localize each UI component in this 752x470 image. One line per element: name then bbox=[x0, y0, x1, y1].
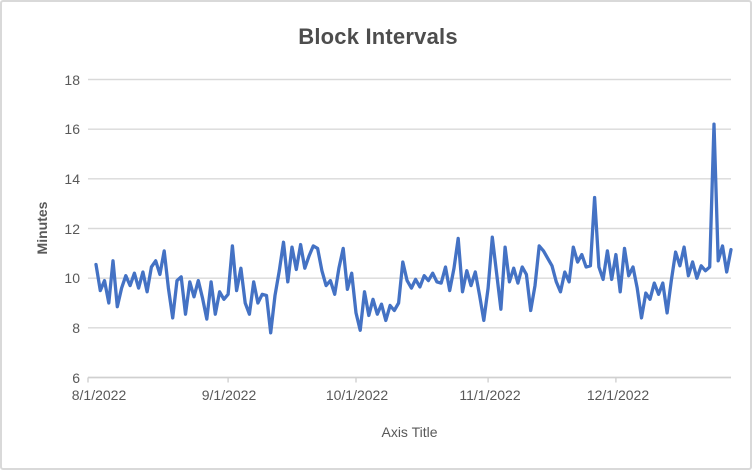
x-tick-label-sep: 9/1/2022 bbox=[201, 387, 257, 403]
series-line bbox=[94, 122, 733, 335]
x-axis-title: Axis Title bbox=[381, 424, 438, 440]
x-tick-label-aug: 8/1/2022 bbox=[71, 387, 127, 403]
y-tick-label-16: 16 bbox=[64, 121, 80, 138]
x-tick-label-oct: 10/1/2022 bbox=[325, 387, 389, 403]
x-tick-label-dec: 12/1/2022 bbox=[586, 387, 650, 403]
y-tick-label-6: 6 bbox=[72, 369, 80, 386]
chart-title: Block Intervals bbox=[298, 24, 458, 49]
y-tick-label-18: 18 bbox=[64, 71, 80, 88]
y-tick-label-8: 8 bbox=[72, 319, 80, 336]
x-tick-label-nov: 11/1/2022 bbox=[459, 387, 521, 403]
y-tick-label-12: 12 bbox=[64, 220, 80, 237]
y-tick-label-10: 10 bbox=[64, 270, 80, 287]
y-tick-label-14: 14 bbox=[64, 170, 80, 187]
